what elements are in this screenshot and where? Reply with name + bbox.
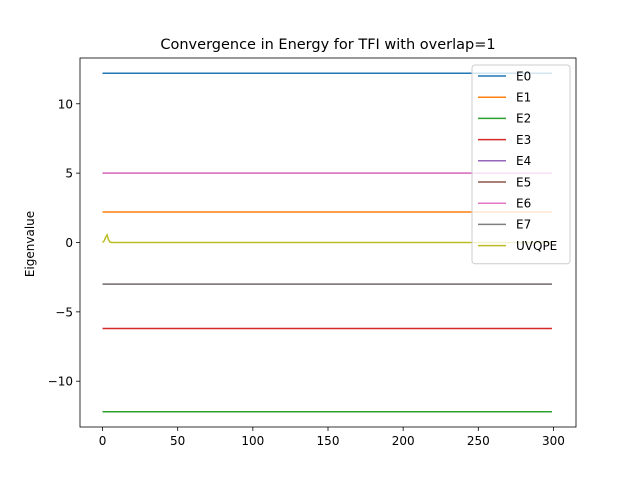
- x-tick-label: 150: [317, 434, 340, 448]
- y-axis-label: Eigenvalue: [23, 211, 37, 277]
- y-axis-ticks: −10 −5 0 5 10: [48, 97, 80, 389]
- legend-label-uvqpe: UVQPE: [516, 239, 557, 253]
- y-tick-label: 5: [65, 167, 73, 181]
- y-tick-label: −10: [48, 375, 73, 389]
- legend: E0 E1 E2 E3 E4 E5 E6 E7 UVQPE: [471, 64, 571, 265]
- legend-label-e1: E1: [516, 91, 531, 105]
- legend-label-e5: E5: [516, 175, 531, 189]
- x-axis-ticks: 0 50 100 150 200 250 300: [99, 427, 565, 448]
- x-tick-label: 250: [467, 434, 490, 448]
- legend-box: [471, 64, 571, 265]
- legend-label-e0: E0: [516, 69, 531, 83]
- series-lines: [102, 72, 552, 413]
- x-tick-label: 100: [241, 434, 264, 448]
- x-tick-label: 50: [170, 434, 185, 448]
- x-tick-label: 200: [392, 434, 415, 448]
- y-tick-label: 10: [58, 97, 73, 111]
- legend-label-e2: E2: [516, 112, 531, 126]
- series-line-uvqpe: [102, 232, 552, 244]
- legend-label-e4: E4: [516, 154, 531, 168]
- x-tick-label: 0: [99, 434, 107, 448]
- chart-title: Convergence in Energy for TFI with overl…: [160, 37, 495, 53]
- legend-label-e7: E7: [516, 218, 531, 232]
- legend-label-e6: E6: [516, 197, 531, 211]
- legend-label-e3: E3: [516, 133, 531, 147]
- y-tick-label: −5: [55, 305, 73, 319]
- x-tick-label: 300: [542, 434, 565, 448]
- y-tick-label: 0: [65, 236, 73, 250]
